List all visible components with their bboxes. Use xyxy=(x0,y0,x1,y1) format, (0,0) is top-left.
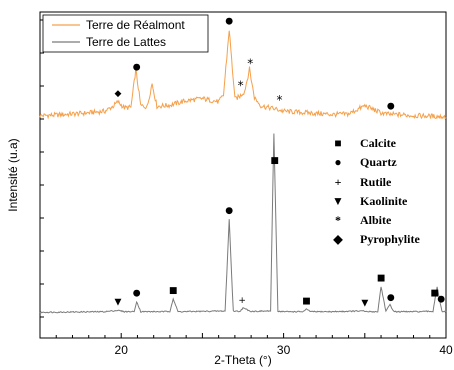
x-tick-label: 40 xyxy=(439,343,453,357)
plot-frame xyxy=(39,11,447,339)
phase-key-label-albite: Albite xyxy=(360,213,392,227)
peak-marker: ■ xyxy=(169,286,178,296)
phase-key-label-rutile: Rutile xyxy=(360,175,392,189)
peak-marker: ▼ xyxy=(361,298,368,308)
phase-key-label-kaolinite: Kaolinite xyxy=(360,194,408,208)
phase-key-label-pyrophylite: Pyrophylite xyxy=(360,232,420,246)
peak-marker: ● xyxy=(387,293,395,303)
peak-marker: ● xyxy=(225,16,233,26)
phase-key-marker-quartz: ● xyxy=(334,155,341,169)
peak-marker: ■ xyxy=(377,274,386,284)
phase-key-marker-rutile: + xyxy=(335,175,342,189)
peak-marker: ● xyxy=(133,62,141,72)
phase-key: ■ Calcite ● Quartz + Rutile ▼ Kaolinite … xyxy=(332,136,420,246)
phase-markers: ◆●●*** ●▼● ■●+■■ ▼■● ■● xyxy=(114,16,445,308)
phase-key-marker-calcite: ■ xyxy=(334,136,341,150)
series-line-lattes xyxy=(39,133,447,314)
x-tick-label: 30 xyxy=(277,343,291,357)
peak-marker: ◆ xyxy=(114,89,121,99)
peak-marker: ■ xyxy=(270,156,279,166)
legend: Terre de Réalmont Terre de Lattes xyxy=(42,14,209,53)
peak-marker: ▼ xyxy=(114,297,121,307)
peak-marker: ■ xyxy=(430,288,439,298)
x-axis-title: 2-Theta (°) xyxy=(214,353,271,367)
peak-marker: * xyxy=(247,57,253,71)
phase-key-label-quartz: Quartz xyxy=(360,155,397,169)
series-group xyxy=(39,30,447,314)
axis-ticks: 20 30 40 xyxy=(39,19,453,357)
phase-key-marker-albite: * xyxy=(335,213,341,227)
series-line-realmont xyxy=(39,30,447,120)
legend-label-realmont: Terre de Réalmont xyxy=(86,18,185,32)
peak-marker: + xyxy=(238,296,246,306)
peak-marker: * xyxy=(277,93,283,107)
x-tick-label: 20 xyxy=(115,343,129,357)
phase-key-label-calcite: Calcite xyxy=(360,136,397,150)
phase-key-marker-kaolinite: ▼ xyxy=(332,194,344,208)
peak-marker: ■ xyxy=(302,296,311,306)
phase-key-marker-pyrophylite: ◆ xyxy=(332,232,343,246)
peak-marker: ● xyxy=(437,295,445,305)
y-axis-title: Intensité (u.a) xyxy=(6,138,20,211)
peak-marker: ● xyxy=(225,206,233,216)
peak-marker: ● xyxy=(387,102,395,112)
legend-box xyxy=(42,14,209,53)
legend-label-lattes: Terre de Lattes xyxy=(86,35,166,49)
peak-marker: ● xyxy=(133,288,141,298)
peak-marker: * xyxy=(238,79,244,93)
